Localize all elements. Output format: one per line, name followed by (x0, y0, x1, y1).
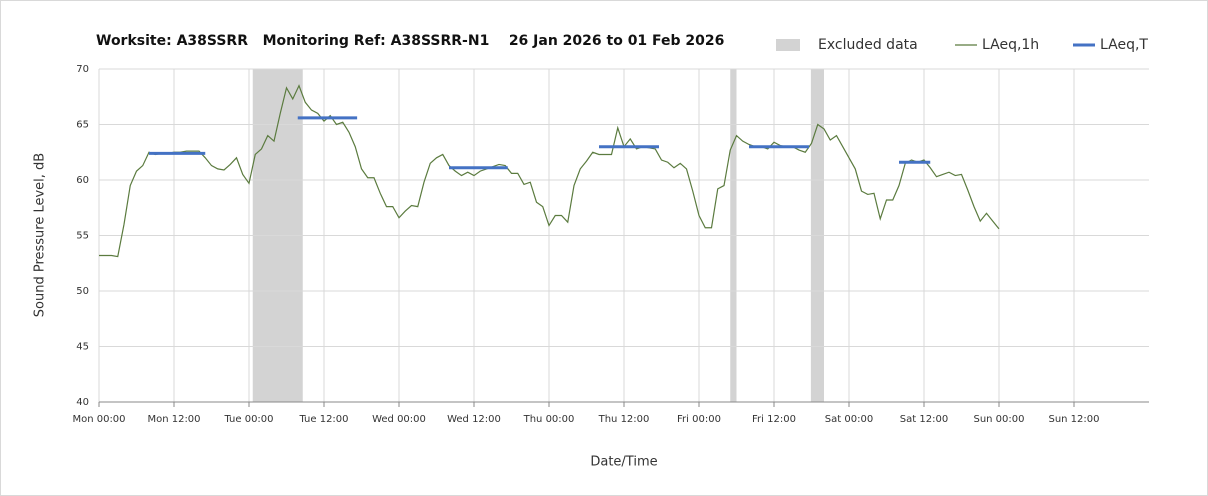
y-tick-label: 65 (76, 120, 89, 131)
x-tick-label: Wed 12:00 (447, 414, 501, 425)
x-tick-label: Thu 00:00 (523, 414, 575, 425)
x-tick-label: Sat 00:00 (825, 414, 873, 425)
legend-swatch (776, 39, 800, 51)
y-tick-label: 50 (76, 286, 89, 297)
x-tick-label: Fri 12:00 (752, 414, 796, 425)
x-tick-label: Sun 12:00 (1048, 414, 1099, 425)
x-tick-label: Mon 12:00 (147, 414, 200, 425)
legend-label: LAeq,1h (982, 37, 1039, 53)
x-tick-label: Sun 00:00 (973, 414, 1024, 425)
y-tick-label: 70 (76, 64, 89, 75)
x-tick-label: Mon 00:00 (72, 414, 125, 425)
x-axis-label: Date/Time (590, 455, 657, 470)
y-tick-label: 45 (76, 342, 89, 353)
chart-title: Worksite: A38SSRR Monitoring Ref: A38SSR… (96, 33, 724, 49)
legend-label: LAeq,T (1100, 37, 1148, 53)
y-tick-label: 55 (76, 231, 89, 242)
y-tick-label: 60 (76, 175, 89, 186)
y-axis-label: Sound Pressure Level, dB (33, 153, 48, 317)
legend-label: Excluded data (818, 37, 918, 53)
x-tick-label: Fri 00:00 (677, 414, 721, 425)
x-tick-label: Tue 00:00 (223, 414, 273, 425)
x-tick-label: Sat 12:00 (900, 414, 948, 425)
x-tick-label: Tue 12:00 (298, 414, 348, 425)
x-tick-label: Thu 12:00 (598, 414, 650, 425)
series-line (99, 84, 1000, 258)
x-tick-label: Wed 00:00 (372, 414, 426, 425)
y-tick-label: 40 (76, 397, 89, 408)
